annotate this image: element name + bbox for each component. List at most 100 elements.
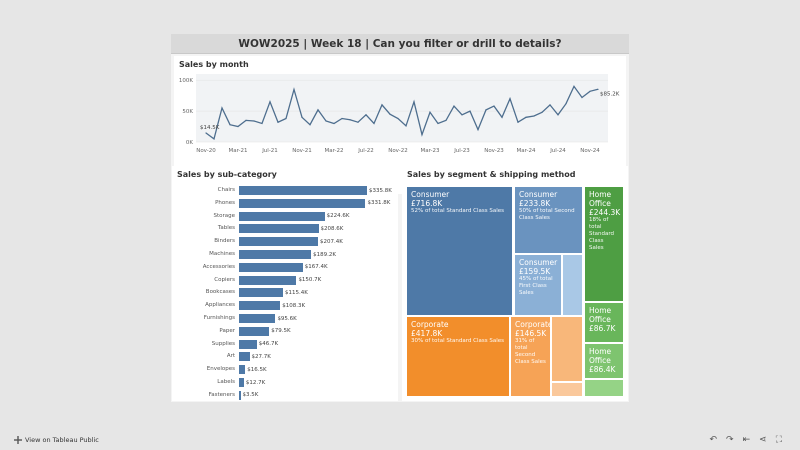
sales-point[interactable]: [373, 122, 375, 125]
sales-point[interactable]: [325, 120, 327, 122]
treemap-cell[interactable]: Consumer £159.5K 45% of total First Class …: [514, 254, 562, 316]
sales-point[interactable]: [501, 116, 503, 118]
sales-point[interactable]: [381, 104, 383, 106]
subcategory-bar[interactable]: [239, 326, 270, 336]
subcategory-bar[interactable]: [239, 288, 283, 298]
treemap-cell[interactable]: Consumer £233.8K 50% of total Second Class…: [514, 186, 583, 254]
subcategory-bar[interactable]: [239, 262, 303, 272]
sales-point[interactable]: [245, 119, 247, 121]
sales-point[interactable]: [453, 105, 455, 107]
sales-point[interactable]: [285, 117, 287, 120]
treemap-segment-pct: 30% of total Standard Class Sales: [411, 338, 504, 344]
segment-panel[interactable]: Sales by segment & shipping method Consu…: [402, 166, 628, 401]
sales-point[interactable]: [589, 90, 591, 92]
sales-point[interactable]: [397, 117, 399, 120]
subcategory-bar[interactable]: [239, 352, 250, 362]
sales-point[interactable]: [573, 85, 575, 87]
subcategory-value: $150.7K: [298, 277, 322, 284]
treemap-cell[interactable]: Consumer £716.8K 52% of total Standard Cla…: [406, 186, 513, 316]
x-tick-label: Mar-21: [228, 148, 247, 154]
sales-point[interactable]: [557, 114, 559, 116]
subcategory-bar[interactable]: [239, 198, 366, 208]
treemap-cell[interactable]: [562, 254, 583, 316]
sales-point[interactable]: [533, 115, 535, 117]
treemap-cell[interactable]: Corporate £417.8K 30% of total Standard Cl…: [406, 316, 510, 397]
subcategory-value: $79.5K: [271, 328, 291, 335]
treemap-cell[interactable]: Home Office £244.3K 18% of total Standard …: [584, 186, 624, 302]
sales-point[interactable]: [517, 121, 519, 123]
sales-point[interactable]: [277, 121, 279, 123]
subcategory-bar[interactable]: [239, 301, 281, 311]
sales-point[interactable]: [237, 125, 239, 128]
sales-point[interactable]: [549, 104, 551, 106]
sales-point[interactable]: [205, 132, 207, 134]
sales-point[interactable]: [261, 122, 263, 125]
sales-point[interactable]: [493, 105, 495, 107]
sales-point[interactable]: [421, 133, 423, 136]
sales-point[interactable]: [597, 88, 599, 90]
sales-by-month-chart[interactable]: 0K 50K 100K Nov-20 Mar-21 Jul-21 Nov-21 Mar-22 J…: [174, 56, 626, 194]
sales-point[interactable]: [333, 122, 335, 125]
treemap-cell[interactable]: Corporate £146.5K 31% of total Second Clas…: [510, 316, 551, 397]
subcategory-label: Storage: [213, 212, 235, 219]
sales-point[interactable]: [477, 129, 479, 131]
subcategory-bar[interactable]: [239, 314, 276, 323]
sales-point[interactable]: [317, 109, 319, 111]
sales-point[interactable]: [525, 116, 527, 118]
x-tick-label: Mar-23: [420, 148, 440, 154]
sales-point[interactable]: [429, 111, 431, 113]
fullscreen-icon[interactable]: ⛶: [775, 435, 782, 445]
subcategory-value: $224.6K: [326, 213, 350, 220]
sales-point[interactable]: [509, 98, 511, 100]
subcategory-bar[interactable]: [239, 211, 325, 221]
sales-point[interactable]: [405, 125, 407, 127]
sales-point[interactable]: [357, 121, 359, 123]
sales-point[interactable]: [469, 110, 471, 112]
subcategory-bar[interactable]: [239, 237, 319, 247]
sales-point[interactable]: [485, 109, 487, 111]
sales-point[interactable]: [309, 124, 311, 126]
sales-point[interactable]: [541, 111, 543, 113]
sales-point[interactable]: [213, 138, 215, 140]
sales-point[interactable]: [565, 103, 567, 105]
subcategory-bar[interactable]: [239, 186, 367, 195]
sales-point[interactable]: [461, 114, 463, 116]
sales-point[interactable]: [293, 88, 295, 91]
sales-point[interactable]: [365, 114, 367, 116]
treemap-cell[interactable]: Home Office £86.4K: [584, 343, 624, 379]
sales-point[interactable]: [413, 101, 415, 103]
view-on-tableau-link[interactable]: View on Tableau Public: [14, 436, 99, 444]
sales-point[interactable]: [341, 117, 343, 120]
subcategory-bar[interactable]: [239, 339, 257, 349]
subcategory-bar[interactable]: [239, 365, 246, 375]
treemap-cell[interactable]: [584, 379, 624, 397]
subcategory-bar[interactable]: [239, 275, 297, 285]
sales-point[interactable]: [445, 119, 447, 121]
redo-icon[interactable]: ↷: [726, 435, 734, 445]
subcategory-value: $108.3K: [282, 302, 306, 309]
x-tick-label: Jul-22: [357, 148, 374, 154]
sales-line[interactable]: [205, 85, 599, 140]
sales-point[interactable]: [437, 122, 439, 125]
subcategory-bar[interactable]: [239, 250, 312, 259]
sales-point[interactable]: [221, 107, 223, 109]
undo-icon[interactable]: ↶: [709, 435, 718, 445]
subcategory-bar[interactable]: [239, 378, 244, 387]
subcategory-panel[interactable]: Sales by sub-category Chairs $335.8K Phone…: [172, 166, 398, 401]
subcategory-bar[interactable]: [239, 224, 319, 234]
revert-icon[interactable]: ⇤: [742, 435, 751, 445]
sales-point[interactable]: [269, 101, 271, 103]
sales-point[interactable]: [253, 120, 255, 122]
sales-point[interactable]: [389, 113, 391, 115]
sales-point[interactable]: [349, 119, 351, 121]
sales-point[interactable]: [301, 116, 303, 118]
share-icon[interactable]: ⋖: [759, 435, 767, 445]
subcategory-label: Chairs: [217, 187, 235, 193]
sales-point[interactable]: [229, 124, 231, 126]
treemap-cell[interactable]: Home Office £86.7K: [584, 302, 624, 343]
treemap-cell[interactable]: [551, 316, 583, 382]
treemap-cell[interactable]: [551, 382, 583, 397]
subcategory-bar[interactable]: [239, 390, 241, 400]
subcategory-label: Accessories: [202, 263, 235, 270]
sales-point[interactable]: [581, 96, 583, 99]
